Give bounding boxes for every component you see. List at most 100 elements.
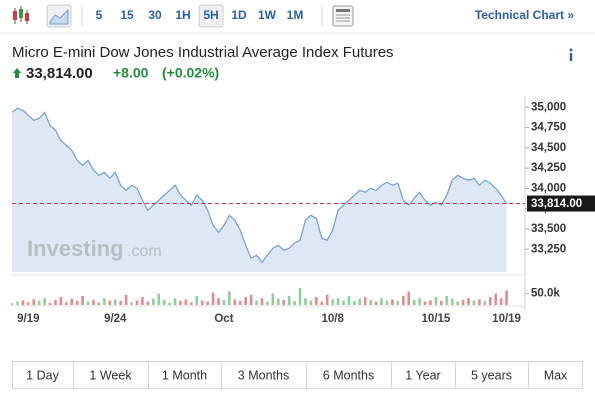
volume-bar bbox=[456, 301, 459, 305]
volume-bar bbox=[70, 298, 74, 305]
volume-bar bbox=[467, 298, 470, 305]
change-percent: (+0.02%) bbox=[162, 65, 219, 81]
volume-bar bbox=[494, 293, 497, 305]
volume-bar bbox=[483, 300, 487, 305]
volume-bar bbox=[119, 300, 122, 305]
volume-bar bbox=[353, 300, 356, 305]
volume-bar bbox=[81, 295, 84, 305]
change: +8.00 bbox=[113, 65, 149, 81]
volume-bar bbox=[325, 294, 329, 305]
volume-bar bbox=[135, 300, 139, 305]
volume-bar bbox=[113, 299, 117, 305]
volume-bar bbox=[217, 298, 220, 305]
volume-bar bbox=[43, 298, 46, 305]
interval-button[interactable]: 1M bbox=[287, 8, 304, 22]
volume-bar bbox=[260, 298, 264, 305]
up-arrow bbox=[13, 68, 21, 78]
candle-icon[interactable] bbox=[13, 6, 29, 24]
active-interval-box bbox=[198, 4, 224, 28]
volume-bar bbox=[59, 297, 63, 305]
volume-bar bbox=[277, 298, 280, 305]
volume-bar bbox=[374, 301, 378, 305]
interval-button[interactable]: 5H bbox=[203, 8, 218, 22]
volume-bar bbox=[124, 294, 128, 305]
overlay: 33,814.00 bbox=[12, 195, 595, 212]
price-area bbox=[12, 108, 507, 272]
price-line bbox=[11, 107, 508, 264]
volume-bar bbox=[32, 299, 36, 305]
volume-bar bbox=[184, 299, 188, 305]
volume-bar bbox=[141, 297, 144, 305]
volume-bar bbox=[331, 299, 334, 305]
volume-bar bbox=[369, 300, 372, 305]
range-button[interactable]: 6 Months bbox=[323, 368, 374, 382]
volume-bar bbox=[385, 300, 389, 305]
y-tick-label: 34,750 bbox=[531, 122, 566, 134]
volume-bar bbox=[380, 298, 383, 305]
price: 33,814.00 bbox=[26, 65, 93, 82]
volume-bar bbox=[358, 298, 362, 305]
interval-button[interactable]: 1W bbox=[258, 8, 277, 22]
info-icon[interactable] bbox=[569, 48, 573, 62]
range-button[interactable]: 1 Day bbox=[26, 368, 59, 382]
interval-button[interactable]: 15 bbox=[120, 8, 134, 22]
volume-bar bbox=[21, 300, 25, 305]
volume-bar bbox=[103, 298, 106, 305]
volume-bar bbox=[412, 300, 416, 305]
volume-bar bbox=[152, 298, 155, 305]
range-button[interactable]: 3 Months bbox=[238, 368, 289, 382]
volume-bar bbox=[27, 302, 30, 305]
interval-button[interactable]: 1H bbox=[175, 8, 190, 22]
volume-bar bbox=[130, 302, 133, 305]
volume-bar bbox=[499, 298, 503, 305]
volume-bar bbox=[146, 301, 150, 305]
volume-bar bbox=[429, 300, 432, 305]
range-button[interactable]: 1 Year bbox=[405, 368, 440, 382]
volume-bar bbox=[168, 302, 171, 305]
volume-bar bbox=[157, 293, 161, 305]
volume-bar bbox=[190, 302, 193, 305]
volume-bar bbox=[407, 291, 411, 305]
volume-bar bbox=[179, 300, 182, 305]
last-price-label: 33,814.00 bbox=[531, 198, 582, 210]
volume-bar bbox=[363, 297, 367, 305]
volume-bar bbox=[396, 300, 400, 305]
area-icon[interactable] bbox=[46, 4, 72, 28]
volume-bar bbox=[97, 302, 101, 305]
volume-bar bbox=[347, 295, 351, 305]
volume-bar bbox=[200, 300, 204, 305]
volume-bar bbox=[162, 300, 166, 305]
volume-bar bbox=[206, 301, 209, 305]
volume-bar bbox=[195, 295, 199, 305]
volume-bar bbox=[505, 290, 508, 305]
interval-button[interactable]: 30 bbox=[148, 8, 162, 22]
x-tick-label: 10/19 bbox=[492, 313, 521, 325]
volume-bar bbox=[336, 298, 340, 305]
volume-bar bbox=[92, 300, 95, 305]
volume-bar bbox=[16, 301, 19, 305]
range-button[interactable]: Max bbox=[544, 368, 568, 382]
interval-bar: 5 15 30 1H 5H 1D 1W 1M bbox=[96, 4, 304, 28]
watermark-brand: Investing bbox=[27, 236, 124, 261]
volume-bar bbox=[478, 299, 481, 305]
technical-chart-link[interactable]: Technical Chart » bbox=[475, 8, 574, 22]
interval-button[interactable]: 5 bbox=[96, 8, 103, 22]
y-tick-label: 34,250 bbox=[531, 162, 566, 174]
table-icon[interactable] bbox=[332, 5, 354, 27]
volume-bar bbox=[461, 300, 465, 305]
volume-bar bbox=[211, 292, 215, 305]
volume-bar bbox=[315, 297, 318, 305]
range-button[interactable]: 1 Week bbox=[89, 368, 132, 382]
range-button[interactable]: 1 Month bbox=[162, 368, 207, 382]
volume-bar bbox=[304, 298, 307, 305]
range-bar: 1 Day 1 Week 1 Month 3 Months 6 Months 1 Year… bbox=[12, 361, 583, 389]
volume-bar bbox=[293, 300, 296, 305]
volume-bar bbox=[488, 297, 492, 305]
volume-bar bbox=[342, 300, 345, 305]
interval-button[interactable]: 1D bbox=[231, 8, 247, 22]
range-button[interactable]: 5 years bbox=[471, 368, 512, 382]
volume-bar bbox=[75, 300, 79, 305]
y-tick-label: 35,000 bbox=[531, 101, 566, 113]
volume-bar bbox=[228, 291, 231, 305]
